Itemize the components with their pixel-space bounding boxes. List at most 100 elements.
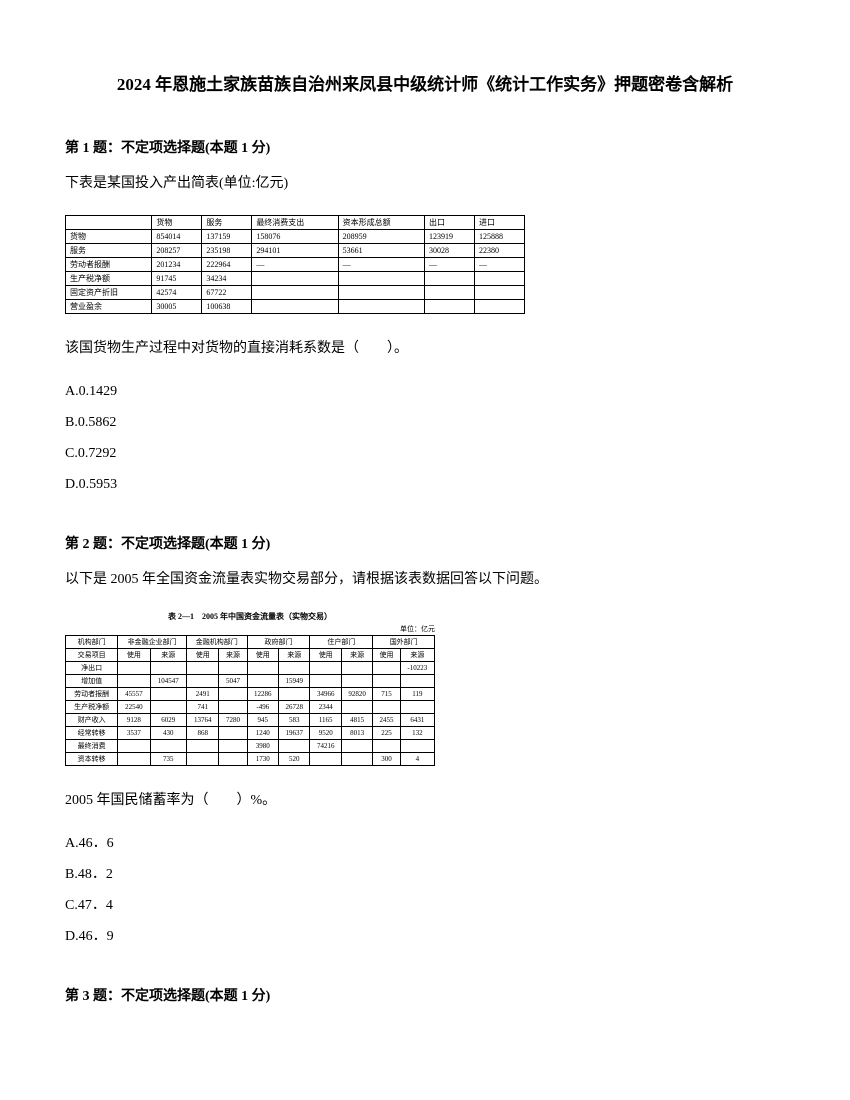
table-cell: 22380 — [474, 244, 524, 258]
table-cell: 6431 — [400, 714, 434, 727]
table-cell: — — [338, 258, 424, 272]
table-cell: 出口 — [425, 216, 475, 230]
document-title: 2024 年恩施土家族苗族自治州来凤县中级统计师《统计工作实务》押题密卷含解析 — [65, 70, 785, 95]
table-cell: 30028 — [425, 244, 475, 258]
table-cell: 854014 — [152, 230, 202, 244]
table-row: 劳动者报酬 201234 222964 — — — — — [66, 258, 525, 272]
table-cell — [118, 740, 150, 753]
table-row: 生产税净额 22540 741 -496 26728 2344 — [66, 701, 435, 714]
table-cell: 6029 — [150, 714, 187, 727]
table-cell: 91745 — [152, 272, 202, 286]
table-header-row: 机构部门 非金融企业部门 金融机构部门 政府部门 住户部门 国外部门 — [66, 636, 435, 649]
table-cell — [373, 740, 400, 753]
table-cell: 137159 — [202, 230, 252, 244]
table-cell — [279, 662, 310, 675]
table-cell: 劳动者报酬 — [66, 258, 152, 272]
table-cell — [341, 662, 372, 675]
table-cell: 208959 — [338, 230, 424, 244]
table-cell: 100638 — [202, 300, 252, 314]
table-cell — [118, 662, 150, 675]
table-cell: 34234 — [202, 272, 252, 286]
question-2-post-text: 2005 年国民储蓄率为（ ）%。 — [65, 790, 785, 812]
table-cell: 125888 — [474, 230, 524, 244]
table-cell: 520 — [279, 753, 310, 766]
table-cell: 34966 — [310, 688, 341, 701]
table-cell: -10223 — [400, 662, 434, 675]
table-cell: 3537 — [118, 727, 150, 740]
table-cell: — — [425, 258, 475, 272]
table-cell: 222964 — [202, 258, 252, 272]
table-cell: 使用 — [310, 649, 341, 662]
table-cell — [341, 753, 372, 766]
table-cell — [474, 286, 524, 300]
question-1-option-d: D.0.5953 — [65, 474, 785, 495]
table-cell: 1240 — [247, 727, 278, 740]
table-cell: 225 — [373, 727, 400, 740]
table-cell: 来源 — [400, 649, 434, 662]
table-cell — [150, 688, 187, 701]
table-cell — [425, 286, 475, 300]
table-cell: 来源 — [150, 649, 187, 662]
table-row: 服务 208257 235198 294101 53661 30028 2238… — [66, 244, 525, 258]
table-cell: 服务 — [202, 216, 252, 230]
table-cell: 经常转移 — [66, 727, 118, 740]
table-cell: 货物 — [66, 230, 152, 244]
table-cell: 货物 — [152, 216, 202, 230]
table-cell: 最终消费 — [66, 740, 118, 753]
table-cell: 交易项目 — [66, 649, 118, 662]
table-cell — [118, 753, 150, 766]
table-row: 货物 854014 137159 158076 208959 123919 12… — [66, 230, 525, 244]
table-cell: 208257 — [152, 244, 202, 258]
table-cell: 715 — [373, 688, 400, 701]
table-cell: 5047 — [219, 675, 247, 688]
table-cell: 22540 — [118, 701, 150, 714]
table-cell: — — [252, 258, 338, 272]
question-2-table-unit: 单位：亿元 — [65, 624, 435, 634]
table-cell — [252, 272, 338, 286]
table-cell: 使用 — [247, 649, 278, 662]
table-cell — [247, 662, 278, 675]
question-1-table: 货物 服务 最终消费支出 资本形成总额 出口 进口 货物 854014 1371… — [65, 215, 525, 314]
table-cell: 增加值 — [66, 675, 118, 688]
table-cell: 8013 — [341, 727, 372, 740]
table-cell — [373, 662, 400, 675]
table-row: 营业盈余 30005 100638 — [66, 300, 525, 314]
table-cell: 868 — [187, 727, 219, 740]
question-2-option-a: A.46．6 — [65, 833, 785, 854]
table-cell: 12286 — [247, 688, 278, 701]
table-cell: 945 — [247, 714, 278, 727]
table-row: 净出口 -10223 — [66, 662, 435, 675]
table-cell — [252, 286, 338, 300]
table-cell: 45557 — [118, 688, 150, 701]
table-row: 增加值 104547 5047 15949 — [66, 675, 435, 688]
table-cell — [341, 675, 372, 688]
table-cell — [187, 753, 219, 766]
table-cell: 3980 — [247, 740, 278, 753]
table-cell: 741 — [187, 701, 219, 714]
table-cell — [219, 753, 247, 766]
table-cell: 158076 — [252, 230, 338, 244]
table-cell — [400, 740, 434, 753]
table-cell: 9128 — [118, 714, 150, 727]
table-cell — [400, 701, 434, 714]
question-1-table-container: 货物 服务 最终消费支出 资本形成总额 出口 进口 货物 854014 1371… — [65, 215, 785, 314]
question-1-option-c: C.0.7292 — [65, 443, 785, 464]
table-row: 资本转移 735 1730 520 300 4 — [66, 753, 435, 766]
table-header-row: 交易项目 使用 来源 使用 来源 使用 来源 使用 来源 使用 来源 — [66, 649, 435, 662]
table-cell: 123919 — [425, 230, 475, 244]
table-cell — [118, 675, 150, 688]
question-2-table-container: 表 2—1 2005 年中国资金流量表（实物交易） 单位：亿元 机构部门 非金融… — [65, 611, 435, 766]
table-cell: 19637 — [279, 727, 310, 740]
table-cell — [310, 675, 341, 688]
table-cell: 固定资产折旧 — [66, 286, 152, 300]
question-1-post-text: 该国货物生产过程中对货物的直接消耗系数是（ ）。 — [65, 338, 785, 360]
table-cell: 2455 — [373, 714, 400, 727]
table-cell — [373, 701, 400, 714]
table-cell — [247, 675, 278, 688]
table-cell: 9520 — [310, 727, 341, 740]
table-cell: 资本形成总额 — [338, 216, 424, 230]
table-cell: 劳动者报酬 — [66, 688, 118, 701]
table-cell: 132 — [400, 727, 434, 740]
table-cell — [474, 300, 524, 314]
table-cell: 进口 — [474, 216, 524, 230]
